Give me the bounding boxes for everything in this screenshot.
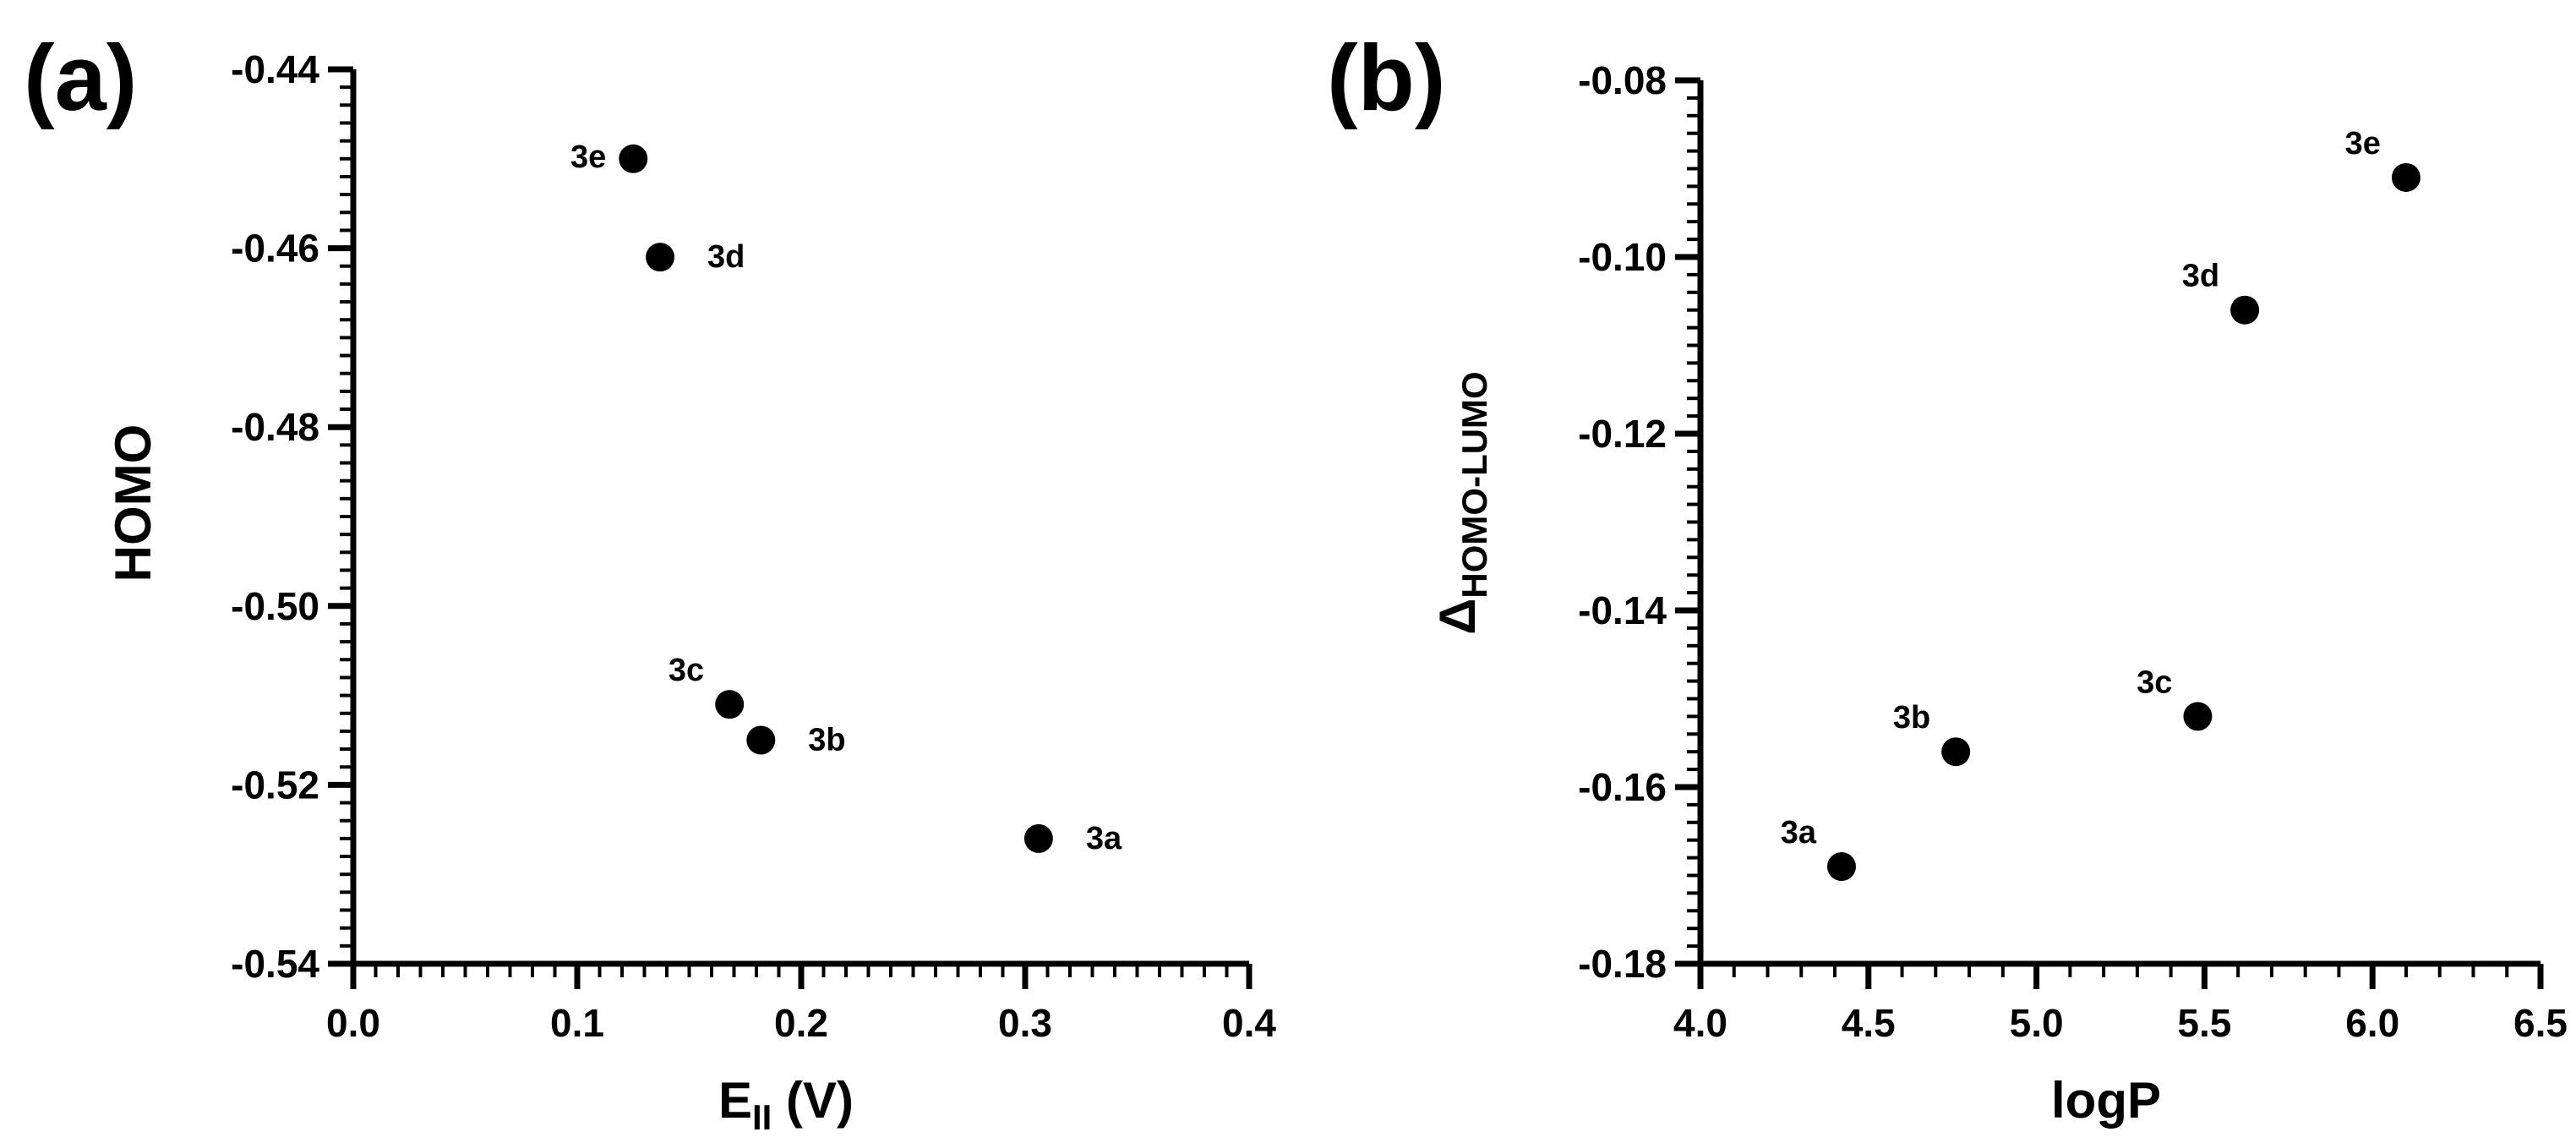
panel-b-y-tick-label: -0.14 — [1578, 588, 1667, 632]
panel-a-y-tick-label: -0.44 — [231, 47, 319, 91]
panel-a-x-tick-label: 0.4 — [1222, 1001, 1276, 1045]
panel-b-y-label-main: Δ — [1429, 599, 1486, 635]
panel-a-point-label-3b: 3b — [808, 723, 845, 758]
panel-a-label: (a) — [24, 26, 137, 130]
panel-b-x-tick-label: 6.0 — [2345, 1001, 2399, 1045]
panel-a-y-tick-label: -0.54 — [231, 942, 319, 986]
panel-a-x-axis-label: EII (V) — [718, 1072, 854, 1137]
panel-b-x-axis-label: logP — [2051, 1072, 2161, 1129]
panel-b-y-tick-label: -0.08 — [1578, 58, 1667, 102]
panel-a-x-label-sub: II — [752, 1097, 772, 1137]
panel-a-y-tick-label: -0.46 — [231, 227, 319, 271]
panel-a-point-3d — [646, 243, 675, 272]
panel-b-y-tick-label: -0.18 — [1578, 942, 1667, 986]
panel-a-point-3a — [1023, 823, 1053, 853]
panel-b-x-tick-label: 5.0 — [2010, 1001, 2064, 1045]
panel-a-point-3b — [746, 725, 776, 755]
panel-a-x-label-main: E — [718, 1072, 752, 1129]
panel-a-y-tick-label: -0.52 — [231, 763, 319, 807]
panel-b-point-3d — [2230, 295, 2260, 325]
panel-b-y-label-sub: HOMO-LUMO — [1454, 371, 1494, 598]
panel-a-point-3e — [619, 144, 648, 173]
panel-b-point-3a — [1826, 852, 1856, 882]
panel-a-x-tick-label: 0.2 — [774, 1001, 828, 1045]
panel-b-point-label-3e: 3e — [2345, 126, 2381, 161]
panel-b-point-3b — [1941, 737, 1971, 767]
panel-b-chart: (b) ΔHOMO-LUMO logP -0.18 -0.16 -0.14 -0.12… — [1327, 26, 2568, 1129]
panel-a-x-label-suffix: (V) — [772, 1072, 854, 1129]
panel-b-point-label-3d: 3d — [2182, 259, 2219, 294]
panel-b-y-tick-label: -0.12 — [1578, 412, 1667, 456]
panel-b-point-label-3a: 3a — [1781, 815, 1817, 850]
panel-a-x-tick-label: 0.3 — [998, 1001, 1052, 1045]
panel-b-point-label-3b: 3b — [1893, 700, 1930, 736]
panel-b-x-tick-label: 5.5 — [2177, 1001, 2231, 1045]
panel-a-x-tick-label: 0.1 — [550, 1001, 604, 1045]
panel-a-y-tick-label: -0.48 — [231, 405, 319, 449]
panel-b-label: (b) — [1327, 26, 1445, 130]
panel-b-point-label-3c: 3c — [2137, 664, 2172, 700]
panel-b-x-tick-label: 4.0 — [1673, 1001, 1727, 1045]
panel-a-x-tick-label: 0.0 — [326, 1001, 380, 1045]
panel-b-point-3c — [2183, 702, 2213, 731]
panel-b-point-3e — [2391, 162, 2420, 192]
panel-b-y-tick-label: -0.16 — [1578, 765, 1667, 809]
panel-b-y-tick-label: -0.10 — [1578, 235, 1667, 279]
panel-a-point-label-3a: 3a — [1086, 821, 1122, 856]
panel-a-point-label-3e: 3e — [570, 139, 606, 175]
panel-b-x-tick-label: 6.5 — [2513, 1001, 2568, 1045]
panel-b-y-axis-label: ΔHOMO-LUMO — [1429, 371, 1494, 634]
panel-a-point-label-3d: 3d — [707, 239, 745, 275]
panel-a-y-axis-label: HOMO — [105, 424, 161, 582]
panel-a-point-label-3c: 3c — [669, 653, 704, 688]
panel-b-x-tick-label: 4.5 — [1842, 1001, 1896, 1045]
panel-a-chart: (a) HOMO EII (V) -0.54 -0.52 -0.50 -0.48 -0.… — [24, 26, 1276, 1137]
panel-a-y-tick-label: -0.50 — [231, 584, 319, 628]
panel-a-point-3c — [715, 690, 745, 719]
